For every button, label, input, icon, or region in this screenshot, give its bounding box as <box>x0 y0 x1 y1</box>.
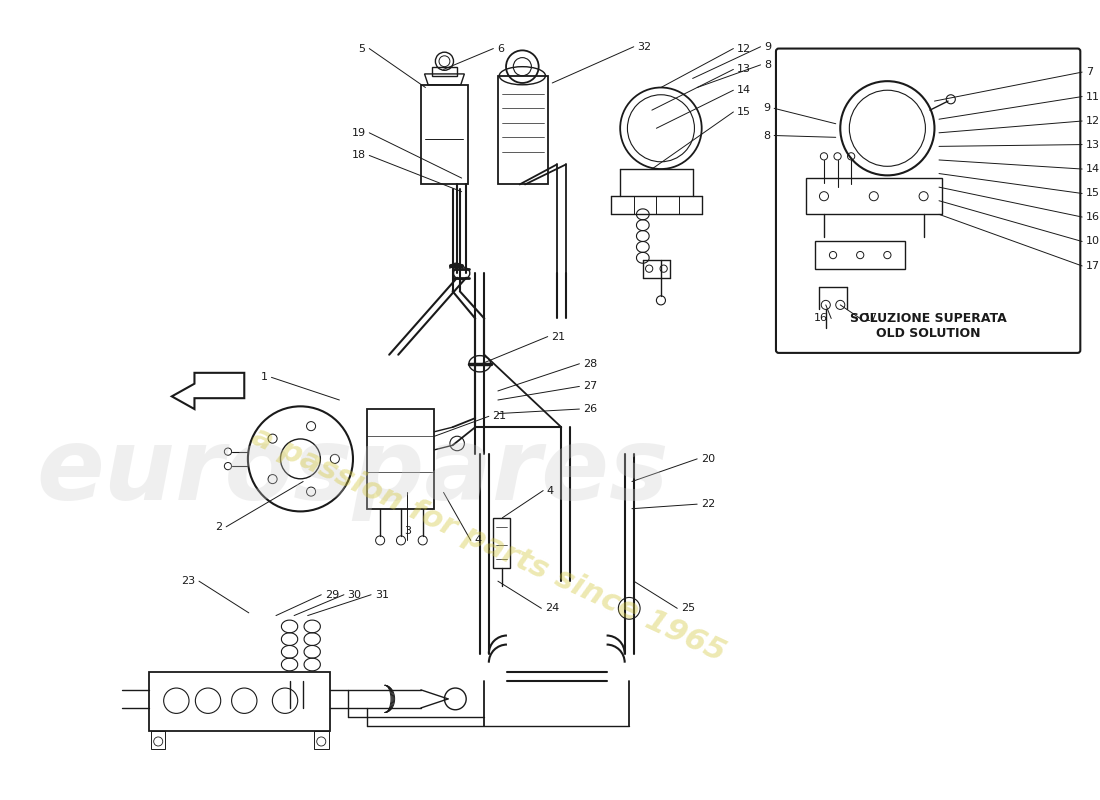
Text: 23: 23 <box>182 576 196 586</box>
Text: 13: 13 <box>737 64 751 74</box>
Text: 27: 27 <box>583 382 597 391</box>
Text: SOLUZIONE SUPERATA: SOLUZIONE SUPERATA <box>850 312 1007 325</box>
Text: 3: 3 <box>404 526 410 536</box>
Text: 12: 12 <box>737 43 751 54</box>
Text: 9: 9 <box>764 42 771 52</box>
Text: 7: 7 <box>1086 67 1093 77</box>
Text: 4: 4 <box>474 535 482 546</box>
Text: 17: 17 <box>864 314 878 323</box>
Text: OLD SOLUTION: OLD SOLUTION <box>876 327 980 340</box>
Text: 9: 9 <box>763 103 770 114</box>
Text: 20: 20 <box>701 454 715 464</box>
Text: 18: 18 <box>352 150 365 161</box>
Text: 28: 28 <box>583 358 597 369</box>
Text: 14: 14 <box>1086 164 1100 174</box>
Text: 8: 8 <box>763 130 770 141</box>
Text: 24: 24 <box>544 603 559 614</box>
Text: 30: 30 <box>348 590 362 600</box>
Bar <box>432 66 458 76</box>
Text: 32: 32 <box>637 42 651 52</box>
Text: 25: 25 <box>681 603 695 614</box>
Text: 17: 17 <box>1086 261 1100 271</box>
Text: 6: 6 <box>497 43 504 54</box>
Text: 19: 19 <box>352 128 365 138</box>
Text: 26: 26 <box>583 404 597 414</box>
Text: eurospares: eurospares <box>36 424 669 521</box>
Bar <box>366 409 434 509</box>
Text: 5: 5 <box>359 43 365 54</box>
Text: 10: 10 <box>1086 237 1100 246</box>
Text: 29: 29 <box>324 590 339 600</box>
Bar <box>494 518 509 567</box>
Text: 1: 1 <box>261 372 267 382</box>
Bar <box>421 85 468 185</box>
Bar <box>314 730 329 749</box>
Text: 12: 12 <box>1086 116 1100 126</box>
Bar <box>815 242 905 269</box>
Text: 21: 21 <box>493 411 507 422</box>
Text: 15: 15 <box>737 107 751 117</box>
Text: 11: 11 <box>1086 91 1100 102</box>
Bar <box>150 672 330 730</box>
Text: 14: 14 <box>737 86 751 95</box>
Text: 31: 31 <box>375 590 388 600</box>
Text: 2: 2 <box>216 522 222 532</box>
Text: 16: 16 <box>814 314 827 323</box>
Text: 21: 21 <box>551 331 565 342</box>
Bar <box>151 730 165 749</box>
Text: a passion for parts since 1965: a passion for parts since 1965 <box>248 422 730 668</box>
Bar <box>806 178 942 214</box>
Text: 8: 8 <box>764 60 771 70</box>
Text: 15: 15 <box>1086 189 1100 198</box>
Text: 13: 13 <box>1086 139 1100 150</box>
Text: 16: 16 <box>1086 212 1100 222</box>
Text: 22: 22 <box>701 499 715 509</box>
Bar <box>498 76 548 185</box>
Text: 4: 4 <box>547 486 554 495</box>
